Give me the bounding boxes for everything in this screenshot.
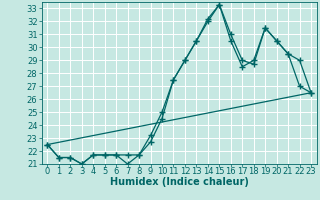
X-axis label: Humidex (Indice chaleur): Humidex (Indice chaleur) [110, 177, 249, 187]
